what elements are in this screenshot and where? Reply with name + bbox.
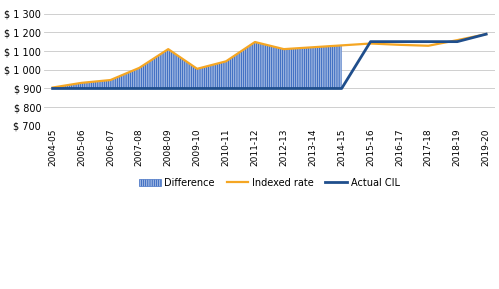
Legend: Difference, Indexed rate, Actual CIL: Difference, Indexed rate, Actual CIL [135, 174, 404, 192]
